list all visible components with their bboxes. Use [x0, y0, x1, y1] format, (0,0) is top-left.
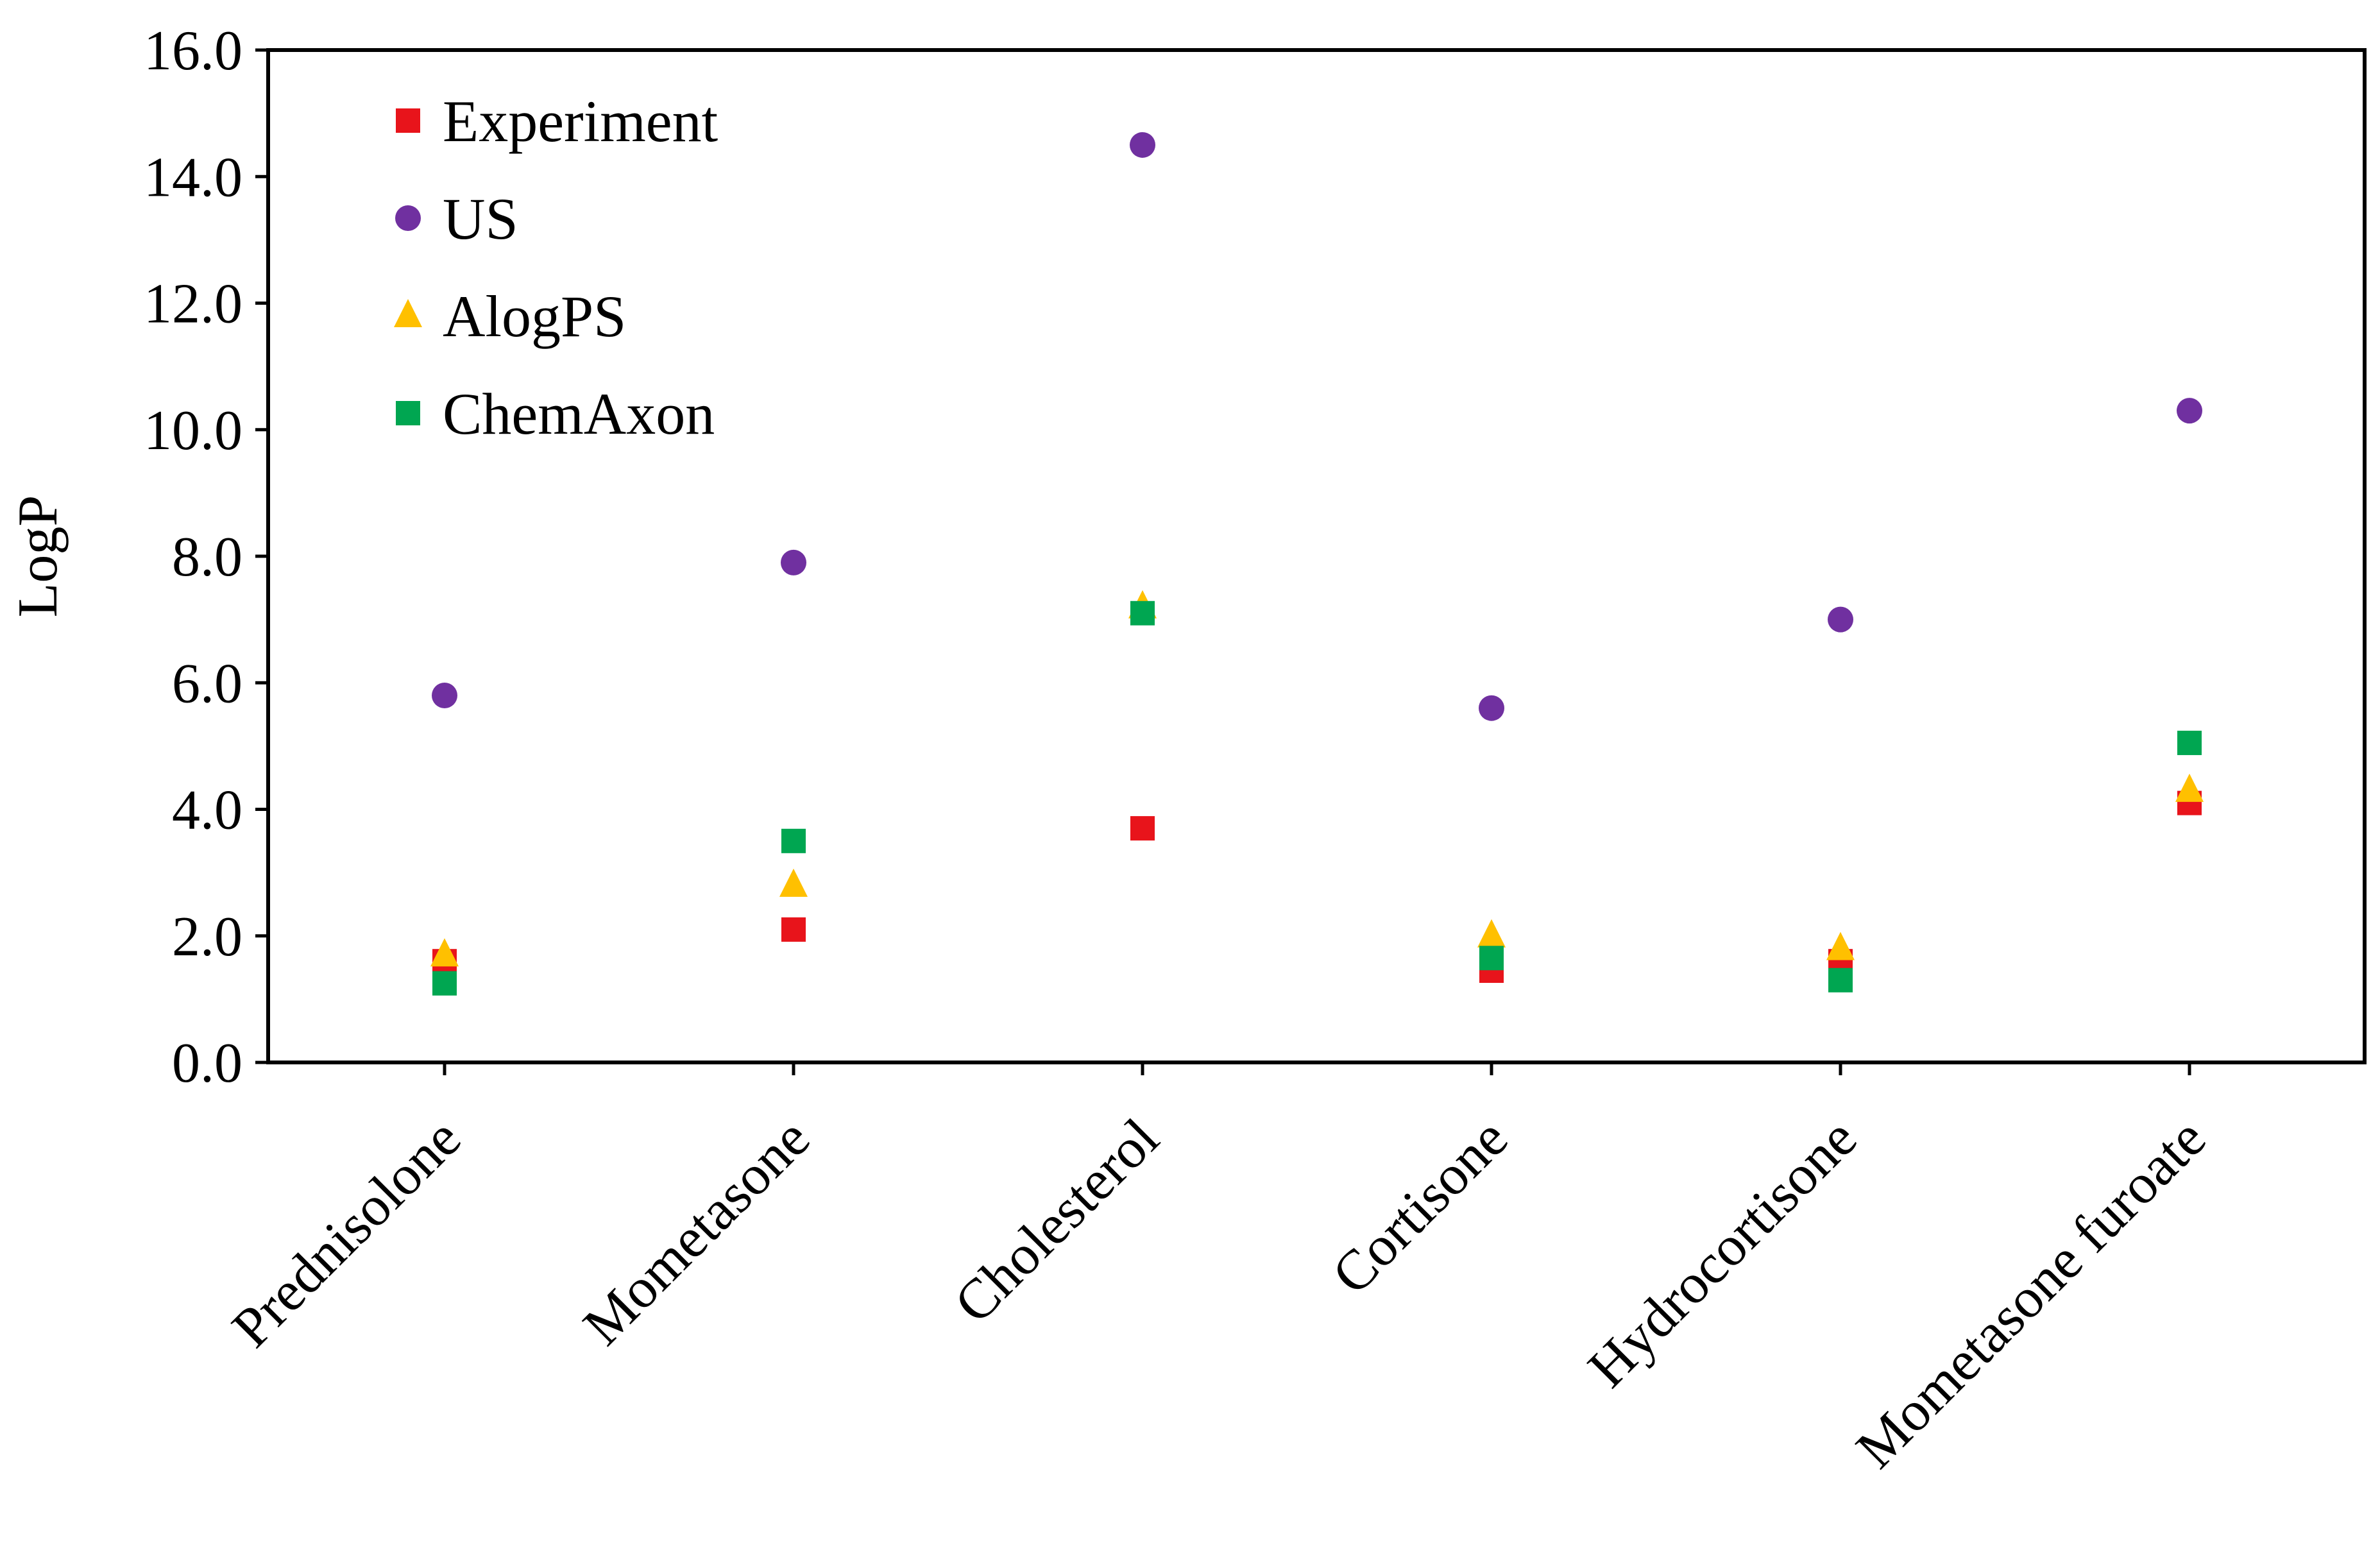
- data-point-alogps: [1826, 932, 1855, 960]
- legend-label-alogps: AlogPS: [443, 284, 626, 349]
- y-tick-label: 14.0: [144, 146, 242, 209]
- data-point-chemaxon: [432, 971, 457, 996]
- data-point-chemaxon: [1479, 946, 1504, 971]
- x-category-label: Prednisolone: [221, 1107, 473, 1360]
- legend-label-us: US: [443, 186, 518, 251]
- legend-label-experiment: Experiment: [443, 89, 718, 154]
- legend-label-chemaxon: ChemAxon: [443, 381, 715, 447]
- data-point-chemaxon: [2177, 730, 2202, 755]
- data-point-us: [1828, 606, 1853, 633]
- y-tick-label: 6.0: [172, 652, 242, 715]
- data-point-us: [1130, 132, 1155, 158]
- x-category-label: Mometasone furoate: [1844, 1107, 2218, 1481]
- y-axis-title: LogP: [7, 495, 69, 618]
- data-point-experiment: [781, 917, 806, 942]
- y-axis: 0.0 2.0 4.0 6.0 8.0 10.0 12.0 14.0 16.0: [144, 20, 268, 1095]
- x-axis: Prednisolone Mometasone Cholesterol Cortiso…: [221, 1062, 2218, 1480]
- data-point-us: [1479, 695, 1504, 721]
- legend-marker-us: [395, 205, 421, 231]
- data-point-us: [432, 682, 457, 708]
- legend: Experiment US AlogPS ChemAxon: [394, 89, 718, 447]
- data-point-chemaxon: [1130, 601, 1155, 626]
- data-point-alogps: [1477, 919, 1506, 948]
- y-tick-label: 16.0: [144, 20, 242, 82]
- data-point-alogps: [2175, 773, 2204, 802]
- x-category-label: Cortisone: [1321, 1107, 1520, 1307]
- x-category-label: Cholesterol: [943, 1107, 1171, 1335]
- data-point-experiment: [1130, 816, 1155, 841]
- legend-marker-chemaxon: [396, 401, 420, 425]
- legend-marker-experiment: [396, 108, 420, 133]
- data-point-us: [2177, 398, 2202, 424]
- x-category-label: Hydrocortisone: [1576, 1107, 1869, 1400]
- y-tick-label: 8.0: [172, 526, 242, 588]
- y-tick-label: 10.0: [144, 400, 242, 462]
- data-point-chemaxon: [1828, 967, 1853, 992]
- x-category-label: Mometasone: [572, 1107, 822, 1358]
- data-point-us: [781, 549, 806, 575]
- y-tick-label: 12.0: [144, 273, 242, 336]
- y-tick-label: 4.0: [172, 780, 242, 842]
- data-point-alogps: [430, 938, 459, 967]
- y-tick-label: 2.0: [172, 906, 242, 968]
- data-markers: [430, 132, 2204, 996]
- legend-marker-alogps: [394, 299, 422, 327]
- data-point-chemaxon: [781, 828, 806, 853]
- y-tick-label: 0.0: [172, 1032, 242, 1095]
- plot-area: [266, 48, 2367, 1064]
- data-point-alogps: [779, 868, 808, 897]
